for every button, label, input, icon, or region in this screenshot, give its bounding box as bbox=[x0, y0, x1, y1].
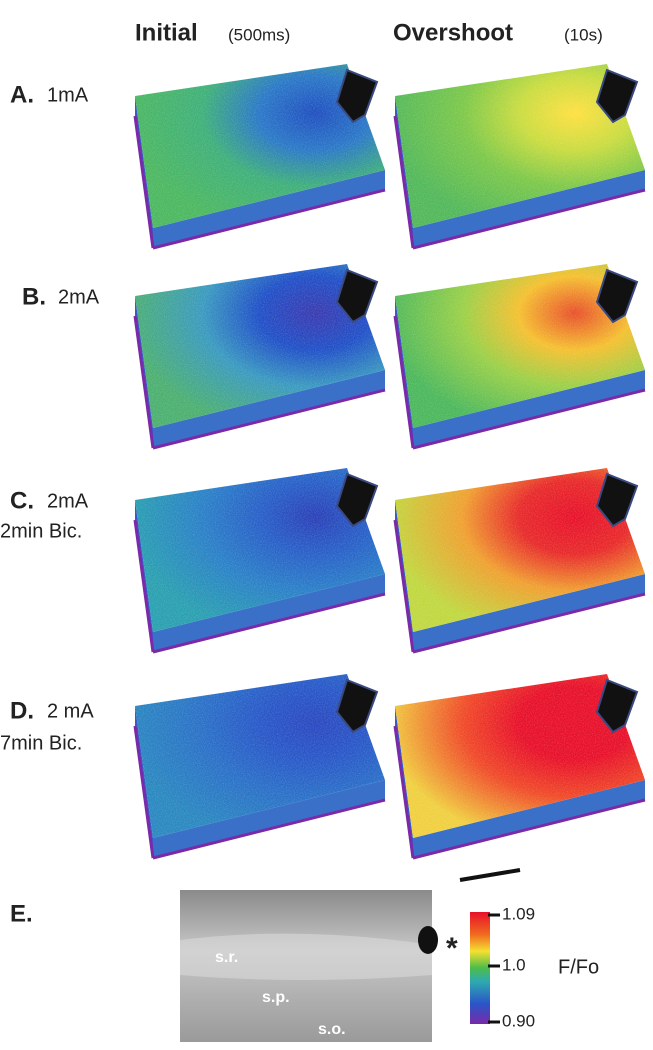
surface-plot bbox=[135, 64, 385, 248]
region-label: s.p. bbox=[262, 989, 290, 1006]
row-text: 7min Bic. bbox=[0, 732, 82, 754]
surface-plot bbox=[135, 674, 385, 858]
region-label: s.o. bbox=[318, 1021, 346, 1038]
row-letter: D. bbox=[10, 697, 34, 724]
column-title: Initial bbox=[135, 19, 198, 46]
column-headers: Initial (500ms) Overshoot (10s) bbox=[135, 19, 603, 46]
figure: Initial (500ms) Overshoot (10s) A. 1mA B… bbox=[0, 0, 653, 1050]
surface-plot bbox=[395, 468, 645, 652]
surface-plots bbox=[135, 64, 645, 858]
colorbar bbox=[470, 912, 490, 1024]
row-letter: C. bbox=[10, 487, 34, 514]
surface-plot bbox=[395, 64, 645, 248]
colorbar-tick-label: 1.0 bbox=[502, 955, 526, 974]
row-text: 2min Bic. bbox=[0, 520, 82, 542]
row-text: 1mA bbox=[47, 84, 89, 106]
colorbar-tick-label: 0.90 bbox=[502, 1011, 535, 1030]
electrode-marker: * bbox=[446, 932, 458, 965]
row-letter: A. bbox=[10, 81, 34, 108]
row-text: 2mA bbox=[58, 286, 100, 308]
row-text: 2 mA bbox=[47, 700, 94, 722]
region-label: s.r. bbox=[215, 949, 238, 966]
row-text: 2mA bbox=[47, 490, 89, 512]
row-letter: B. bbox=[22, 283, 46, 310]
column-title: Overshoot bbox=[393, 19, 513, 46]
column-subtitle: (10s) bbox=[564, 25, 603, 44]
scale-bar bbox=[460, 870, 520, 880]
row-labels: A. 1mA B. 2mA C. 2mA 2min Bic. D. 2 mA 7… bbox=[0, 81, 100, 754]
panel-letter: E. bbox=[10, 900, 33, 927]
surface-plot bbox=[135, 264, 385, 448]
surface-plot bbox=[135, 468, 385, 652]
column-subtitle: (500ms) bbox=[228, 25, 290, 44]
colorbar-label: F/Fo bbox=[558, 956, 599, 978]
electrode bbox=[418, 926, 438, 954]
surface-plot bbox=[395, 264, 645, 448]
colorbar-tick-label: 1.09 bbox=[502, 904, 535, 923]
surface-plot bbox=[395, 674, 645, 858]
panel-e: E. s.r. s.p. s.o. * 1.09 1.0 0.90 F/Fo bbox=[10, 890, 599, 1042]
